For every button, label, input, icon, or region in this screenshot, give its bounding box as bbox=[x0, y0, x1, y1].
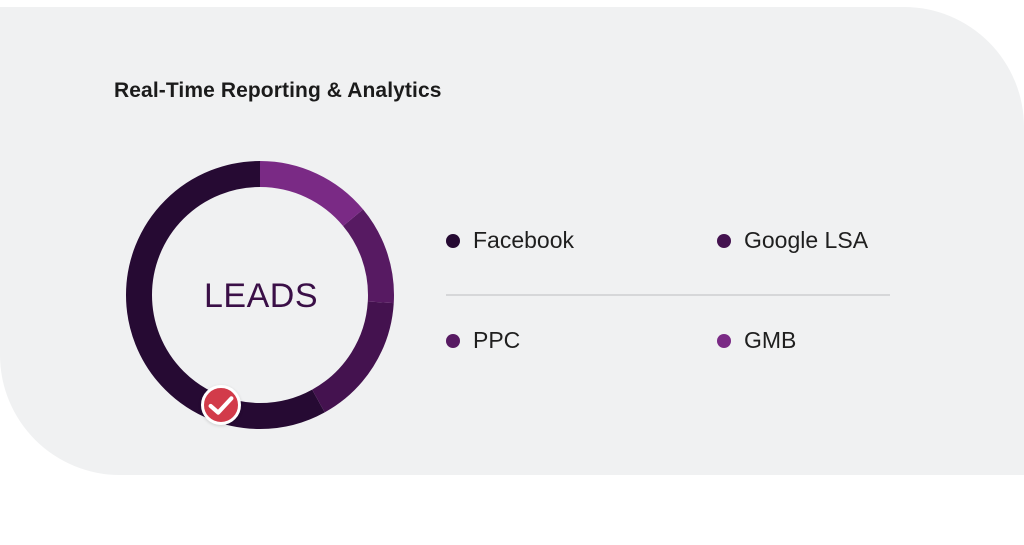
donut-segment-gmb bbox=[126, 161, 394, 429]
legend-label: Facebook bbox=[473, 227, 575, 253]
legend-divider bbox=[446, 294, 890, 296]
donut-segment-ppc bbox=[126, 161, 394, 429]
legend-item-google-lsa: Google LSA bbox=[717, 227, 868, 254]
check-badge bbox=[201, 385, 241, 425]
legend-dot bbox=[717, 233, 731, 248]
analytics-card: Real-Time Reporting & Analytics LEADS Fa… bbox=[0, 7, 1024, 475]
legend-dot bbox=[446, 333, 460, 348]
donut-svg bbox=[126, 161, 394, 429]
legend-item-gmb: GMB bbox=[717, 327, 796, 354]
legend-item-ppc: PPC bbox=[446, 327, 520, 354]
donut-center-label: LEADS bbox=[204, 277, 318, 315]
legend-dot bbox=[446, 233, 460, 248]
donut-chart: LEADS bbox=[120, 155, 400, 435]
chart-legend: Facebook Google LSA PPC GMB bbox=[446, 227, 890, 367]
legend-label: Google LSA bbox=[744, 227, 869, 253]
check-icon bbox=[208, 396, 234, 415]
legend-item-facebook: Facebook bbox=[446, 227, 574, 254]
legend-dot bbox=[717, 333, 731, 348]
legend-label: PPC bbox=[473, 327, 521, 353]
legend-label: GMB bbox=[744, 327, 797, 353]
card-title: Real-Time Reporting & Analytics bbox=[114, 79, 442, 102]
